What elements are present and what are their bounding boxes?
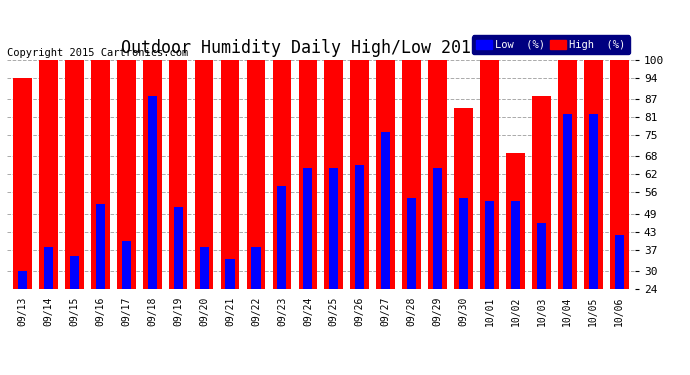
Bar [304, 168, 313, 289]
Bar [610, 60, 629, 289]
Bar [121, 241, 131, 289]
Bar [454, 108, 473, 289]
Bar [174, 207, 183, 289]
Text: Copyright 2015 Cartronics.com: Copyright 2015 Cartronics.com [7, 48, 188, 58]
Bar [199, 247, 208, 289]
Bar [18, 271, 27, 289]
Bar [91, 60, 110, 289]
Bar [381, 132, 391, 289]
Bar [532, 96, 551, 289]
Bar [584, 60, 602, 289]
Bar [273, 60, 291, 289]
Bar [221, 60, 239, 289]
Bar [195, 60, 213, 289]
Bar [558, 60, 577, 289]
Bar [117, 60, 136, 289]
Bar [402, 60, 421, 289]
Bar [65, 60, 83, 289]
Bar [39, 60, 58, 289]
Bar [506, 153, 525, 289]
Bar [563, 114, 572, 289]
Bar [13, 78, 32, 289]
Bar [246, 60, 266, 289]
Bar [169, 60, 188, 289]
Bar [428, 60, 447, 289]
Bar [480, 60, 499, 289]
Bar [485, 201, 494, 289]
Bar [459, 198, 468, 289]
Bar [251, 247, 261, 289]
Bar [277, 186, 286, 289]
Bar [70, 256, 79, 289]
Title: Outdoor Humidity Daily High/Low 20151007: Outdoor Humidity Daily High/Low 20151007 [121, 39, 521, 57]
Bar [96, 204, 105, 289]
Bar [324, 60, 343, 289]
Bar [355, 165, 364, 289]
Bar [44, 247, 53, 289]
Bar [511, 201, 520, 289]
Bar [143, 60, 161, 289]
Bar [226, 259, 235, 289]
Bar [148, 96, 157, 289]
Bar [615, 235, 624, 289]
Bar [433, 168, 442, 289]
Bar [407, 198, 416, 289]
Legend: Low  (%), High  (%): Low (%), High (%) [472, 36, 629, 54]
Bar [589, 114, 598, 289]
Bar [537, 222, 546, 289]
Bar [376, 60, 395, 289]
Bar [329, 168, 338, 289]
Bar [299, 60, 317, 289]
Bar [351, 60, 369, 289]
